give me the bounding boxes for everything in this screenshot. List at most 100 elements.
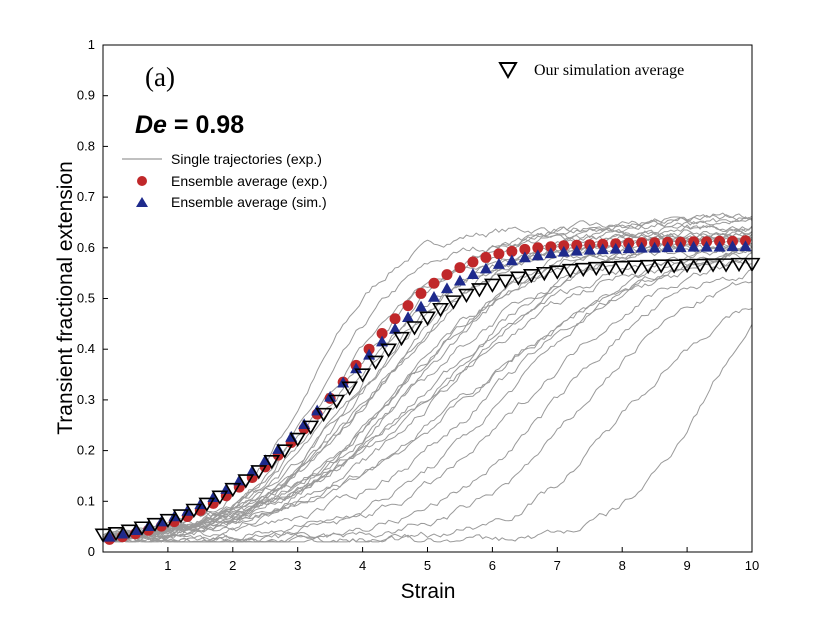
our-simulation-point <box>704 258 722 273</box>
our-simulation-point <box>717 258 735 273</box>
sim-average-point <box>492 258 505 269</box>
our-simulation-point <box>419 311 436 326</box>
single-trajectory-line <box>102 257 753 540</box>
sim-average-point <box>739 240 752 252</box>
our-simulation-point <box>107 527 125 542</box>
our-simulation-point <box>548 265 566 280</box>
our-simulation-point <box>471 283 488 298</box>
sim-average-point <box>518 251 531 263</box>
our-simulation-point <box>263 455 281 470</box>
y-tick-label: 0.1 <box>77 493 95 508</box>
sim-average-point <box>687 240 700 252</box>
our-simulation-point <box>574 262 592 278</box>
our-simulation-point <box>432 302 449 318</box>
exp-average-point <box>519 243 531 255</box>
legend-sim-marker <box>136 197 148 207</box>
exp-average-point <box>402 300 414 312</box>
our-simulation-point <box>509 271 527 286</box>
our-simulation-point <box>133 521 151 536</box>
ticks-layer: 1 2 3 4 5 6 7 8 9 10 0 0.1 0.2 0.3 0.4 0.5 0.6 0.7 0.8 0.9 1 <box>77 37 759 573</box>
legend-exp-marker <box>137 176 147 186</box>
x-tick-label: 3 <box>294 558 301 573</box>
single-trajectory-line <box>102 246 753 541</box>
sim-average-point <box>674 241 687 253</box>
y-tick-label: 0.8 <box>77 138 95 153</box>
our-simulation-point <box>496 274 514 289</box>
sim-average-point <box>583 243 596 255</box>
x-tick-label: 2 <box>229 558 236 573</box>
our-simulation-point <box>224 482 242 498</box>
de-value: = 0.98 <box>167 111 244 139</box>
single-trajectory-line <box>102 212 753 539</box>
exp-average-point <box>428 277 440 289</box>
our-simulation-point <box>678 258 696 274</box>
x-tick-label: 7 <box>554 558 561 573</box>
sim-average-point <box>661 241 674 253</box>
our-simulation-point <box>289 432 307 448</box>
our-simulation-point <box>211 490 229 505</box>
sim-average-point <box>557 245 570 257</box>
exp-average-point <box>454 262 466 274</box>
y-tick-label: 0.2 <box>77 443 95 458</box>
sim-average-point <box>207 491 220 503</box>
exp-average-point <box>480 251 492 263</box>
our-simulation-point <box>198 497 216 512</box>
exp-average-point <box>493 248 505 260</box>
our-simulation-point <box>613 260 631 276</box>
sim-average-point <box>402 311 415 323</box>
our-simulation-point <box>276 444 294 459</box>
sim-average-point <box>544 247 557 259</box>
sim-average-point <box>609 242 622 254</box>
sim-average-point <box>505 254 518 266</box>
our-simulation-point <box>652 259 670 274</box>
single-trajectory-line <box>102 216 753 541</box>
our-simulation-point <box>250 465 268 480</box>
our-simulation-point <box>639 259 657 275</box>
exp-average-point <box>441 269 453 281</box>
our-simulation-point <box>445 295 462 310</box>
sim-average-point <box>622 242 635 254</box>
our-simulation-point <box>535 266 553 282</box>
our-simulation-point <box>561 263 579 279</box>
sim-average-point <box>103 530 116 542</box>
exp-average-point <box>532 242 544 254</box>
exp-average-point <box>558 240 570 252</box>
legend-ours: Our simulation average <box>498 62 684 80</box>
our-simulation-point <box>354 368 371 383</box>
our-simulation-point <box>315 407 333 423</box>
sim-average-point <box>116 527 129 539</box>
our-simulation-point <box>120 524 138 539</box>
sim-average-point <box>479 262 492 274</box>
exp-average-point <box>545 241 557 253</box>
our-simulation-point <box>626 260 644 275</box>
y-tick-label: 0.4 <box>77 341 95 356</box>
our-simulation-point <box>367 355 384 370</box>
our-simulation-point <box>341 381 359 396</box>
our-simulation-point <box>380 343 397 358</box>
legend-main: Single trajectories (exp.) Ensemble aver… <box>122 151 327 210</box>
our-simulation-point <box>691 258 709 274</box>
our-simulation-point <box>587 261 605 277</box>
our-simulation-point <box>406 321 423 336</box>
x-axis-title: Strain <box>401 580 456 603</box>
our-simulation-point <box>328 394 346 409</box>
our-simulation-point <box>159 513 177 529</box>
x-tick-label: 10 <box>745 558 759 573</box>
our-simulation-point <box>522 268 540 284</box>
our-simulation-point <box>665 259 683 274</box>
y-axis-title: Transient fractional extension <box>54 161 77 435</box>
panel-label: (a) <box>145 62 175 92</box>
y-tick-label: 0.6 <box>77 240 95 255</box>
exp-average-point <box>506 245 518 257</box>
our-simulation-point <box>172 509 190 524</box>
exp-average-point <box>376 327 388 339</box>
sim-average-point <box>570 244 583 256</box>
sim-average-point <box>700 240 713 252</box>
our-simulation-point <box>185 503 203 518</box>
our-simulation-point <box>730 257 748 273</box>
sim-average-point <box>350 362 363 374</box>
y-tick-label: 0 <box>88 544 95 559</box>
legend-sim-label: Ensemble average (sim.) <box>171 194 327 210</box>
x-tick-label: 1 <box>164 558 171 573</box>
